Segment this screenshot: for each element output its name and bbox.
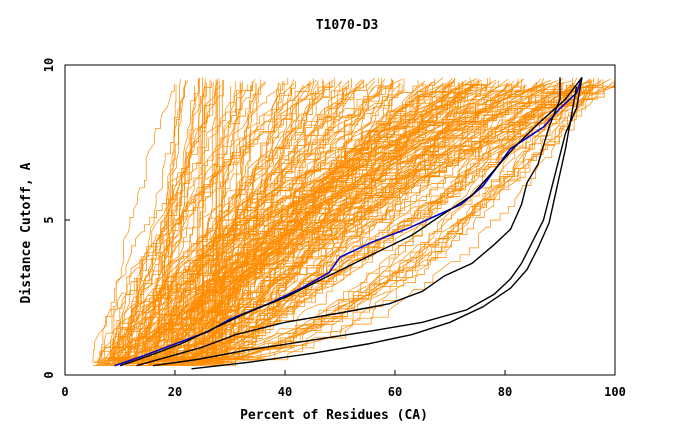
model-curve [104,80,224,363]
model-curve [109,84,175,361]
series-lines [114,76,583,370]
model-curve [100,86,452,365]
model-curve [198,78,206,363]
model-curve [143,79,211,364]
model-curve [185,81,243,364]
model-curve [218,82,400,363]
series-line-4 [152,77,583,367]
model-curve [166,84,177,366]
model-curve [145,84,527,364]
x-tick-label-40: 40 [278,385,292,399]
model-curve [220,84,403,363]
model-curve [116,84,512,365]
model-curve [107,81,333,365]
model-curve [198,86,457,361]
model-curve [171,81,464,360]
model-curve [130,85,281,362]
model-curve [114,77,289,366]
model-curve [174,81,285,366]
series-line-2 [119,76,583,367]
model-curve [124,83,424,366]
model-curve [123,81,602,365]
model-curve [185,80,561,365]
model-curve [105,86,615,364]
model-curve [114,85,185,361]
series-line-3 [136,77,561,367]
model-curve [161,82,520,365]
model-curve [125,82,310,364]
model-curve [100,84,571,363]
model-curve [119,84,594,362]
model-curve [105,78,352,366]
model-curve [170,80,343,364]
x-tick-label-0: 0 [61,385,68,399]
model-curve [112,81,593,360]
model-curve [141,81,492,361]
model-curve [153,80,187,366]
y-axis-label: Distance Cutoff, A [19,162,34,303]
model-curve [142,78,564,367]
model-curve [113,77,220,362]
y-tick-label-0: 0 [42,371,56,378]
model-curve [118,81,296,364]
x-tick-label-80: 80 [498,385,512,399]
model-curve [221,79,475,361]
model-curve [107,81,365,364]
model-curve [96,83,580,365]
model-curve [187,79,363,365]
model-curve [163,82,208,366]
y-tick-label-5: 5 [42,216,56,223]
model-curve [182,86,546,366]
x-axis-ticks: 0 20 40 60 80 100 [61,370,626,399]
model-curve [183,85,589,366]
model-curve [130,83,450,361]
model-curve [143,79,262,360]
model-curve [121,80,267,360]
model-curve [181,81,497,365]
model-curve [120,78,509,366]
model-curve [94,84,563,363]
x-tick-label-60: 60 [388,385,402,399]
model-curve [218,83,257,364]
series-line-5 [191,86,578,370]
model-curve [220,85,251,366]
model-curve [145,80,189,362]
model-curve [142,84,582,363]
model-curve [202,78,611,361]
model-curve [211,82,257,366]
model-curve [130,83,574,366]
model-curve [150,80,350,362]
background-model-lines [92,77,616,367]
model-curve [201,78,488,363]
x-tick-label-100: 100 [604,385,626,399]
model-curve [127,82,425,362]
model-curve [92,83,319,363]
model-curve [126,83,545,366]
model-curve [201,83,507,364]
y-tick-label-10: 10 [42,58,56,72]
model-curve [175,78,525,363]
model-curve [191,82,206,365]
model-curve [118,77,594,363]
model-curve [135,81,472,363]
model-curve [149,84,544,366]
x-tick-label-20: 20 [168,385,182,399]
model-curve [98,79,323,364]
model-curve [196,80,559,362]
model-curve [202,77,491,363]
model-curve [153,83,312,362]
model-curve [212,86,594,361]
model-curve [113,80,572,365]
model-curve [197,84,525,364]
model-curve [194,81,561,364]
model-curve [143,81,330,364]
x-axis-label: Percent of Residues (CA) [240,408,428,423]
model-curve [201,80,455,366]
chart-title: T1070-D3 [316,18,379,33]
y-axis-ticks: 0 5 10 [42,58,70,379]
model-curve [110,82,447,362]
model-curve [142,77,382,366]
